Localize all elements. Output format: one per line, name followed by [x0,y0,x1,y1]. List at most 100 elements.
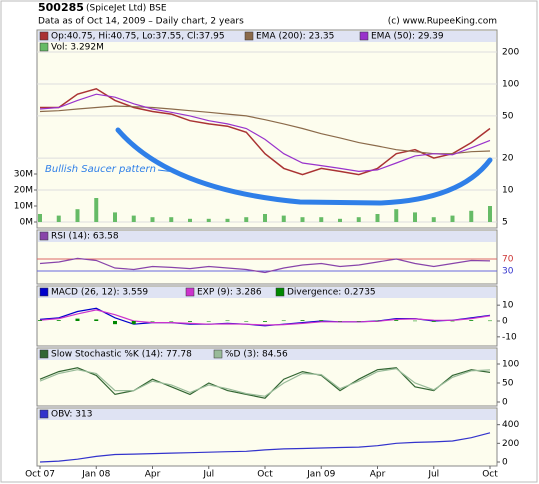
bar [94,198,99,222]
y-tick-label: 50 [502,379,514,389]
bar [338,321,342,322]
legend-label: EXP (9): 3.286 [197,288,262,298]
bar [94,319,99,321]
y-tick-label: -10 [502,332,517,342]
legend-label: EMA (200): 23.35 [256,32,334,42]
bar [150,321,155,322]
bar [75,318,80,321]
y-tick-label: 10 [502,301,514,311]
x-tick-label: Oct 07 [25,470,55,480]
x-tick-label: Oct [257,470,273,480]
bar [131,215,136,222]
y-tick-label: 100 [502,360,519,370]
legend-label: RSI (14): 63.58 [51,232,119,242]
series-line [39,93,491,173]
y-tick-label: 200 [502,48,519,58]
y-tick-label: 0 [502,398,508,408]
y-tick-label: 5 [502,218,508,228]
bar [225,218,230,222]
bar [188,321,192,322]
y-tick-label: 100 [502,79,519,89]
legend-swatch [359,31,369,41]
bar [281,215,286,222]
bar [131,321,136,325]
bar [300,320,305,321]
bar [375,320,380,322]
bar [413,212,417,222]
bar [38,214,42,222]
legend-band [38,349,496,360]
bar [375,214,380,222]
bar [450,215,455,222]
series-line [39,257,491,274]
x-tick-label: Jul [427,470,439,480]
legend-swatch [275,287,285,297]
bar [488,320,492,322]
bar [281,320,286,322]
bar [56,320,61,321]
legend-swatch [39,287,49,297]
x-tick-label: Apr [370,470,386,480]
legend-swatch [39,409,49,419]
x-tick-label: Apr [145,470,161,480]
series-line [39,367,491,399]
y2-tick-label: 20M [14,186,33,196]
credit: (c) www.RupeeKing.com [388,17,497,27]
bar [188,218,192,222]
legend-swatch [244,31,254,41]
bar [431,321,436,322]
bar [469,210,474,222]
annotation: Bullish Saucer pattern [45,164,156,175]
y-tick-label: 50 [502,111,514,121]
bar [169,321,174,322]
legend-band [38,409,496,420]
legend-band [38,31,496,42]
legend-swatch [39,31,49,41]
bar [206,218,211,222]
bar [488,206,492,222]
bar [300,217,305,222]
series-line [40,87,491,176]
bar [244,321,249,322]
bar [75,209,80,222]
bar [169,217,174,222]
series-line [39,309,491,326]
y-tick-label: 30 [502,267,514,277]
bar [413,320,417,322]
saucer-curve [115,127,493,206]
legend-swatch [185,287,195,297]
bar [150,217,155,222]
bar [38,320,42,321]
bar [263,321,267,322]
bar [319,217,324,222]
y-tick-label: 0 [502,317,508,327]
y-tick-label: 0 [502,458,508,468]
y-tick-label: 20 [502,154,514,164]
bar [113,321,117,325]
bar [225,320,230,322]
legend-band [38,231,496,242]
legend-label: Divergence: 0.2735 [287,288,376,298]
bar [394,320,399,321]
legend-swatch [39,231,49,241]
legend-label: MACD (26, 12): 3.559 [51,288,148,298]
y-tick-label: 10 [502,186,514,196]
legend-band [38,287,496,298]
bar [206,321,211,322]
bar [319,320,324,321]
legend-label: Op:40.75, Hi:40.75, Lo:37.55, Cl:37.95 [51,32,225,42]
series-line [39,367,491,397]
panel [36,29,498,229]
x-tick-label: Oct [482,470,498,480]
stock-code: 500285 [38,1,84,14]
legend-label: %D (3): 84.56 [225,350,288,360]
bar [394,209,399,222]
y-tick-label: 200 [502,439,519,449]
bar [263,214,267,222]
legend-label: OBV: 313 [51,410,92,420]
legend-swatch [39,349,49,359]
bar [356,321,361,322]
legend-label: Vol: 3.292M [51,43,104,53]
y-tick-label: 70 [502,255,514,265]
subtitle: Data as of Oct 14, 2009 – Daily chart, 2… [38,17,244,27]
